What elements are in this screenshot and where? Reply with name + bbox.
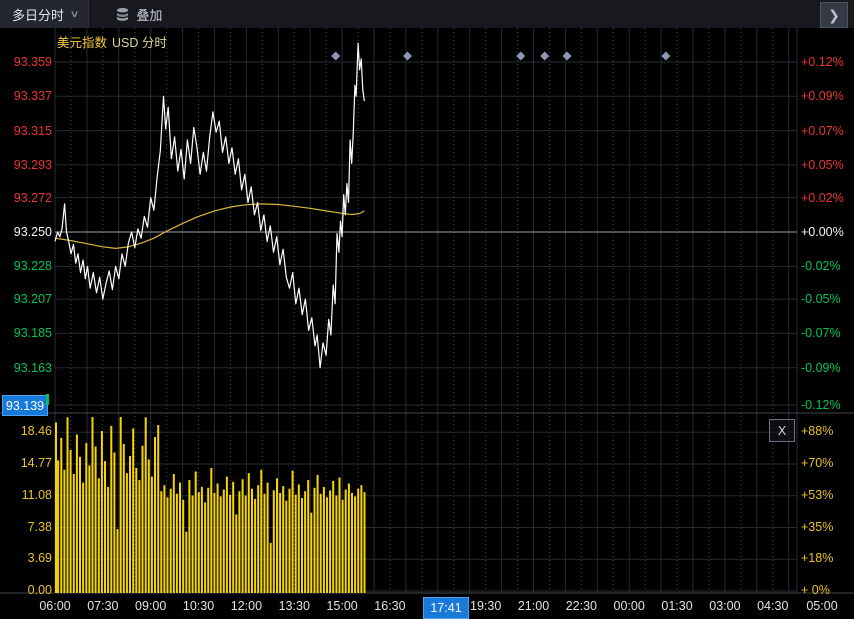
time-tick-label: 21:00: [517, 599, 550, 613]
layers-icon: [115, 7, 130, 22]
timeframe-dropdown[interactable]: 多日分时 ∨: [0, 0, 90, 28]
chevron-down-icon: ∨: [69, 8, 80, 20]
volume-panel-close-button[interactable]: X: [769, 419, 795, 442]
time-tick-label: 12:00: [230, 599, 263, 613]
chart-area[interactable]: 美元指数 USD 分时 93.359 93.337 93.315 93.293 93.27…: [0, 28, 854, 619]
time-tick-label: 09:00: [135, 599, 167, 613]
event-marker-icon: [562, 51, 572, 61]
overlay-button[interactable]: 叠加: [103, 0, 174, 28]
axis-tick-green: [46, 394, 49, 405]
time-tick-label: 00:00: [613, 599, 645, 613]
time-tick-label: 10:30: [182, 599, 215, 613]
time-axis: 06:00 07:30 09:00 10:30 12:00 13:30 15:00 16:30…: [0, 595, 854, 619]
time-tick-label: 13:30: [278, 599, 310, 613]
event-marker-icon: [331, 51, 341, 61]
time-tick-label: 22:30: [565, 599, 597, 613]
event-marker-icon: [402, 51, 412, 61]
event-marker-icon: [661, 51, 671, 61]
time-tick-label: 05:00: [806, 599, 838, 613]
time-tick-label: 04:30: [757, 599, 789, 613]
time-tick-label: 15:00: [326, 599, 358, 613]
time-tick-label: 06:00: [39, 599, 71, 613]
time-tick-label: 07:30: [87, 599, 119, 613]
timeframe-dropdown-label: 多日分时: [12, 7, 65, 23]
time-tick-label: 16:30: [374, 599, 406, 613]
event-marker-icon: [540, 51, 550, 61]
chart-canvas[interactable]: [0, 28, 854, 595]
overlay-button-label: 叠加: [136, 7, 163, 23]
time-tick-label: 19:30: [470, 599, 502, 613]
chevron-right-icon: ❯: [828, 6, 840, 23]
time-tick-label: 01:30: [661, 599, 693, 613]
expand-button[interactable]: ❯: [820, 2, 848, 28]
chart-toolbar: 多日分时 ∨ 叠加 ❯: [0, 0, 854, 29]
event-marker-icon: [516, 51, 526, 61]
time-tick-label: 03:00: [709, 599, 741, 613]
